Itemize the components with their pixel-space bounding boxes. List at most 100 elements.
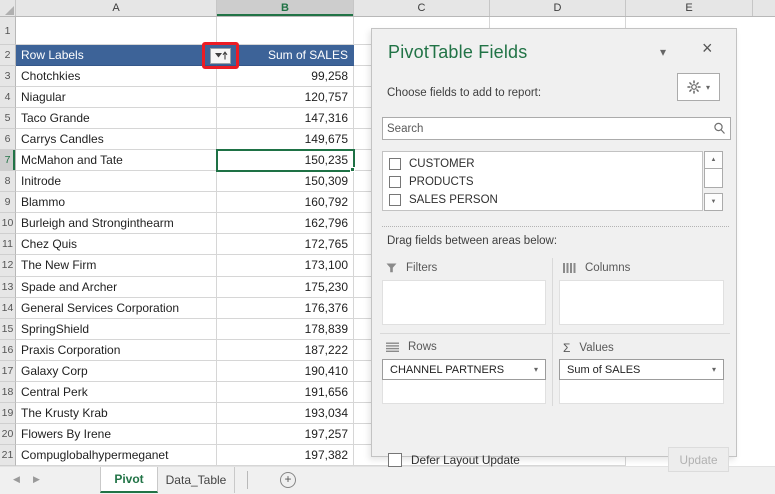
row-header-4[interactable]: 4 xyxy=(0,87,16,109)
cell-A20[interactable]: Flowers By Irene xyxy=(16,423,217,445)
column-header-D[interactable]: D xyxy=(490,0,626,16)
cell-B17[interactable]: 190,410 xyxy=(217,360,354,382)
cell-A8[interactable]: Initrode xyxy=(16,171,217,193)
close-icon[interactable]: × xyxy=(702,38,713,58)
cell-B20[interactable]: 197,257 xyxy=(217,423,354,445)
cell-A13[interactable]: Spade and Archer xyxy=(16,276,217,298)
next-sheet-icon[interactable]: ▶ xyxy=(33,474,40,484)
search-icon[interactable] xyxy=(713,122,726,135)
values-drop-zone[interactable]: Sum of SALES ▾ xyxy=(559,359,724,404)
cell-B18[interactable]: 191,656 xyxy=(217,381,354,403)
cell-A18[interactable]: Central Perk xyxy=(16,381,217,403)
cell-B19[interactable]: 193,034 xyxy=(217,402,354,424)
row-header-15[interactable]: 15 xyxy=(0,318,16,340)
row-header-12[interactable]: 12 xyxy=(0,255,16,277)
filters-drop-zone[interactable] xyxy=(382,280,546,325)
cell-B16[interactable]: 187,222 xyxy=(217,339,354,361)
cell-B1[interactable] xyxy=(217,17,354,45)
new-sheet-button[interactable]: + xyxy=(280,472,296,488)
tab-data-table[interactable]: Data_Table xyxy=(158,467,235,493)
checkbox[interactable] xyxy=(388,453,402,467)
field-item-sales-person[interactable]: SALES PERSON xyxy=(383,191,702,209)
fill-handle[interactable] xyxy=(350,167,355,173)
row-header-18[interactable]: 18 xyxy=(0,381,16,403)
defer-layout-update[interactable]: Defer Layout Update xyxy=(388,453,520,467)
column-header-C[interactable]: C xyxy=(354,0,490,16)
cell-A9[interactable]: Blammo xyxy=(16,192,217,214)
row-header-11[interactable]: 11 xyxy=(0,234,16,256)
columns-drop-zone[interactable] xyxy=(559,280,724,325)
row-header-8[interactable]: 8 xyxy=(0,171,16,193)
scroll-up-icon[interactable]: ▲ xyxy=(704,151,723,169)
cell-B4[interactable]: 120,757 xyxy=(217,87,354,109)
cell-A15[interactable]: SpringShield xyxy=(16,318,217,340)
cell-B9[interactable]: 160,792 xyxy=(217,192,354,214)
cell-B2[interactable]: Sum of SALES xyxy=(217,45,354,67)
cell-A12[interactable]: The New Firm xyxy=(16,255,217,277)
cell-A10[interactable]: Burleigh and Stronginthearm xyxy=(16,213,217,235)
cell-B21[interactable]: 197,382 xyxy=(217,444,354,466)
cell-A19[interactable]: The Krusty Krab xyxy=(16,402,217,424)
row-header-16[interactable]: 16 xyxy=(0,339,16,361)
prev-sheet-icon[interactable]: ◀ xyxy=(13,474,20,484)
cell-B14[interactable]: 176,376 xyxy=(217,297,354,319)
search-input[interactable] xyxy=(383,122,713,135)
column-header-B[interactable]: B xyxy=(217,0,354,16)
cell-B12[interactable]: 173,100 xyxy=(217,255,354,277)
scrollbar-thumb[interactable] xyxy=(704,169,723,188)
cell-A21[interactable]: Compuglobalhypermeganet xyxy=(16,444,217,466)
cell-B13[interactable]: 175,230 xyxy=(217,276,354,298)
cell-A16[interactable]: Praxis Corporation xyxy=(16,339,217,361)
select-all-corner[interactable] xyxy=(0,0,16,16)
column-header-partial[interactable] xyxy=(753,0,775,16)
cell-B5[interactable]: 147,316 xyxy=(217,108,354,130)
cell-A11[interactable]: Chez Quis xyxy=(16,234,217,256)
filter-dropdown-button[interactable] xyxy=(210,47,231,64)
column-header-A[interactable]: A xyxy=(16,0,217,16)
row-header-14[interactable]: 14 xyxy=(0,297,16,319)
row-header-19[interactable]: 19 xyxy=(0,402,16,424)
cell-A1[interactable] xyxy=(16,17,217,45)
row-header-2[interactable]: 2 xyxy=(0,45,16,67)
cell-B6[interactable]: 149,675 xyxy=(217,129,354,151)
row-header-6[interactable]: 6 xyxy=(0,129,16,151)
field-item-products[interactable]: PRODUCTS xyxy=(383,173,702,191)
rows-field-pill[interactable]: CHANNEL PARTNERS ▾ xyxy=(382,359,546,380)
cell-A5[interactable]: Taco Grande xyxy=(16,108,217,130)
cell-B11[interactable]: 172,765 xyxy=(217,234,354,256)
cell-B8[interactable]: 150,309 xyxy=(217,171,354,193)
chevron-down-icon[interactable]: ▾ xyxy=(533,365,538,374)
cell-A4[interactable]: Niagular xyxy=(16,87,217,109)
values-field-pill[interactable]: Sum of SALES ▾ xyxy=(559,359,724,380)
tab-pivot[interactable]: Pivot xyxy=(100,467,158,493)
cell-A2[interactable]: Row Labels xyxy=(16,42,239,69)
checkbox[interactable] xyxy=(389,158,401,170)
row-header-9[interactable]: 9 xyxy=(0,192,16,214)
chevron-down-icon[interactable]: ▾ xyxy=(711,365,716,374)
row-header-3[interactable]: 3 xyxy=(0,66,16,88)
row-header-20[interactable]: 20 xyxy=(0,423,16,445)
cell-A6[interactable]: Carrys Candles xyxy=(16,129,217,151)
tools-button[interactable]: ▾ xyxy=(677,73,720,101)
row-header-5[interactable]: 5 xyxy=(0,108,16,130)
cell-B7[interactable]: 150,235 xyxy=(216,149,355,173)
column-header-E[interactable]: E xyxy=(626,0,753,16)
cell-A3[interactable]: Chotchkies xyxy=(16,66,217,88)
rows-drop-zone[interactable]: CHANNEL PARTNERS ▾ xyxy=(382,359,546,404)
cell-B15[interactable]: 178,839 xyxy=(217,318,354,340)
update-button[interactable]: Update xyxy=(668,447,729,472)
row-header-1[interactable]: 1 xyxy=(0,17,16,45)
cell-A14[interactable]: General Services Corporation xyxy=(16,297,217,319)
row-header-10[interactable]: 10 xyxy=(0,213,16,235)
row-header-7[interactable]: 7 xyxy=(0,150,16,172)
row-header-21[interactable]: 21 xyxy=(0,444,16,466)
row-header-17[interactable]: 17 xyxy=(0,360,16,382)
row-header-13[interactable]: 13 xyxy=(0,276,16,298)
cell-B3[interactable]: 99,258 xyxy=(217,66,354,88)
cell-A7[interactable]: McMahon and Tate xyxy=(16,150,217,172)
scroll-down-icon[interactable]: ▼ xyxy=(704,193,723,211)
checkbox[interactable] xyxy=(389,176,401,188)
field-item-customer[interactable]: CUSTOMER xyxy=(383,155,702,173)
cell-A17[interactable]: Galaxy Corp xyxy=(16,360,217,382)
chevron-down-icon[interactable]: ▾ xyxy=(660,45,667,59)
